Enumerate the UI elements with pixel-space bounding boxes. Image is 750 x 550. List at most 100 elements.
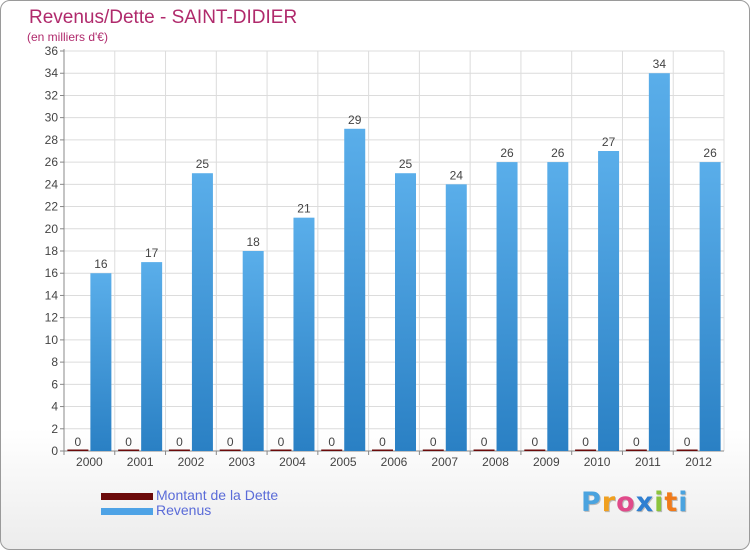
data-label-revenus: 25 [196, 157, 210, 171]
y-tick-label: 34 [45, 66, 59, 80]
y-tick-label: 18 [45, 244, 59, 258]
data-label-revenus: 25 [399, 157, 413, 171]
bar-dette [219, 449, 241, 451]
y-tick-label: 0 [51, 444, 58, 458]
data-label-revenus: 26 [500, 146, 514, 160]
logo-letter: x [635, 487, 655, 518]
bar-dette [422, 449, 444, 451]
y-tick-label: 22 [45, 200, 59, 214]
logo-letter: r [601, 487, 617, 518]
x-tick-label: 2002 [178, 455, 205, 469]
bar-dette [575, 449, 597, 451]
data-label-dette: 0 [278, 435, 285, 449]
bar-revenus [293, 217, 315, 451]
bar-dette [473, 449, 495, 451]
bar-revenus [90, 273, 112, 451]
x-tick-label: 2003 [228, 455, 255, 469]
data-label-dette: 0 [75, 435, 82, 449]
proxiti-logo: Proxiti [581, 487, 689, 518]
data-label-dette: 0 [633, 435, 640, 449]
data-label-revenus: 18 [247, 235, 261, 249]
bar-dette [270, 449, 292, 451]
data-label-revenus: 34 [653, 57, 667, 71]
x-tick-label: 2001 [127, 455, 154, 469]
bar-revenus [598, 151, 620, 451]
logo-letter: i [654, 487, 665, 518]
x-tick-label: 2000 [76, 455, 103, 469]
bar-revenus [496, 162, 518, 451]
bar-revenus [344, 128, 366, 451]
y-tick-label: 28 [45, 133, 59, 147]
data-label-dette: 0 [531, 435, 538, 449]
bar-dette [676, 449, 698, 451]
x-tick-label: 2007 [431, 455, 458, 469]
chart-subtitle: (en milliers d'€) [27, 30, 108, 44]
bar-revenus [445, 184, 467, 452]
data-label-dette: 0 [430, 435, 437, 449]
data-label-dette: 0 [582, 435, 589, 449]
data-label-dette: 0 [125, 435, 132, 449]
logo-letter: i [678, 487, 689, 518]
logo-letter: P [581, 487, 602, 518]
x-tick-label: 2009 [533, 455, 560, 469]
data-label-revenus: 17 [145, 246, 159, 260]
y-tick-label: 32 [45, 88, 59, 102]
bars [67, 73, 721, 452]
y-tick-label: 14 [45, 288, 59, 302]
x-tick-label: 2011 [635, 455, 661, 469]
y-tick-label: 6 [51, 377, 58, 391]
data-label-revenus: 16 [94, 257, 108, 271]
data-label-revenus: 29 [348, 113, 362, 127]
bar-revenus [141, 262, 163, 451]
x-tick-label: 2012 [685, 455, 712, 469]
legend-swatch-dette [101, 493, 153, 500]
bar-dette [67, 449, 89, 451]
bar-dette [625, 449, 647, 451]
bar-revenus [191, 173, 213, 451]
y-tick-label: 12 [45, 311, 59, 325]
y-tick-label: 10 [45, 333, 59, 347]
data-label-revenus: 24 [450, 168, 464, 182]
x-tick-label: 2010 [584, 455, 611, 469]
bar-revenus [547, 162, 569, 451]
data-label-revenus: 26 [551, 146, 565, 160]
data-label-dette: 0 [227, 435, 234, 449]
y-tick-label: 20 [45, 222, 59, 236]
bar-dette [118, 449, 140, 451]
data-label-dette: 0 [481, 435, 488, 449]
bar-dette [168, 449, 190, 451]
data-label-revenus: 27 [602, 135, 616, 149]
y-tick-label: 36 [45, 44, 59, 58]
data-label-revenus: 26 [703, 146, 717, 160]
x-tick-label: 2008 [482, 455, 509, 469]
bar-dette [524, 449, 546, 451]
x-tick-label: 2004 [279, 455, 306, 469]
chart-title: Revenus/Dette - SAINT-DIDIER [29, 7, 298, 28]
legend-label-dette: Montant de la Dette [156, 487, 279, 503]
bar-revenus [699, 162, 721, 451]
data-label-dette: 0 [684, 435, 691, 449]
bar-dette [372, 449, 393, 451]
logo-letter: t [664, 487, 679, 518]
bar-revenus [395, 173, 416, 451]
gridlines [63, 50, 725, 452]
bar-dette [321, 449, 343, 451]
data-label-dette: 0 [176, 435, 183, 449]
y-tick-label: 8 [51, 355, 58, 369]
data-label-revenus: 21 [297, 202, 311, 216]
bar-revenus [242, 251, 264, 451]
legend-swatch-revenus [101, 508, 153, 515]
data-label-dette: 0 [328, 435, 335, 449]
y-tick-label: 16 [45, 266, 59, 280]
data-label-dette: 0 [379, 435, 386, 449]
logo-letter: o [616, 487, 636, 518]
x-tick-label: 2005 [330, 455, 357, 469]
y-tick-label: 26 [45, 155, 59, 169]
x-tick-label: 2006 [381, 455, 408, 469]
legend-label-revenus: Revenus [156, 502, 212, 518]
y-tick-label: 30 [45, 111, 59, 125]
bar-revenus [648, 73, 670, 451]
y-tick-label: 4 [51, 400, 58, 414]
